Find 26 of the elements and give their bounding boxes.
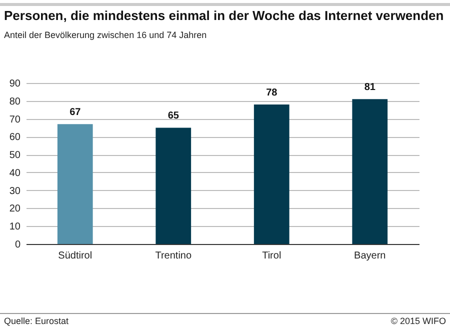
y-tick-label: 10 <box>9 222 21 233</box>
bar <box>352 99 388 244</box>
bar <box>57 124 93 244</box>
chart-title: Personen, die mindestens einmal in der Woche das Internet verwenden <box>4 8 444 23</box>
y-tick-label: 70 <box>9 114 21 126</box>
y-tick-label: 40 <box>9 168 21 179</box>
data-label: 78 <box>266 87 278 98</box>
bar <box>156 128 192 244</box>
text: © 2015 WIFO <box>390 316 446 326</box>
x-tick-label: Trentino <box>155 250 192 262</box>
y-tick-label: 60 <box>9 132 21 144</box>
data-label: 81 <box>364 82 376 94</box>
data-label: 65 <box>168 110 180 122</box>
y-tick-label: 30 <box>9 186 21 197</box>
data-label: 67 <box>70 107 82 118</box>
bar <box>254 104 290 244</box>
y-tick-label: 90 <box>9 78 21 90</box>
y-tick-label: 0 <box>14 240 21 250</box>
y-tick-label: 80 <box>9 96 21 108</box>
x-tick-label: Tirol <box>262 250 282 262</box>
y-tick-label: 50 <box>9 150 21 162</box>
chart-subtitle: Anteil der Bevölkerung zwischen 16 und 74 Jahren <box>4 30 207 40</box>
y-tick-label: 20 <box>9 204 21 215</box>
x-tick-label: Südtirol <box>58 250 92 262</box>
x-tick-label: Bayern <box>354 250 386 262</box>
source-note: Quelle: Eurostat <box>4 316 69 326</box>
